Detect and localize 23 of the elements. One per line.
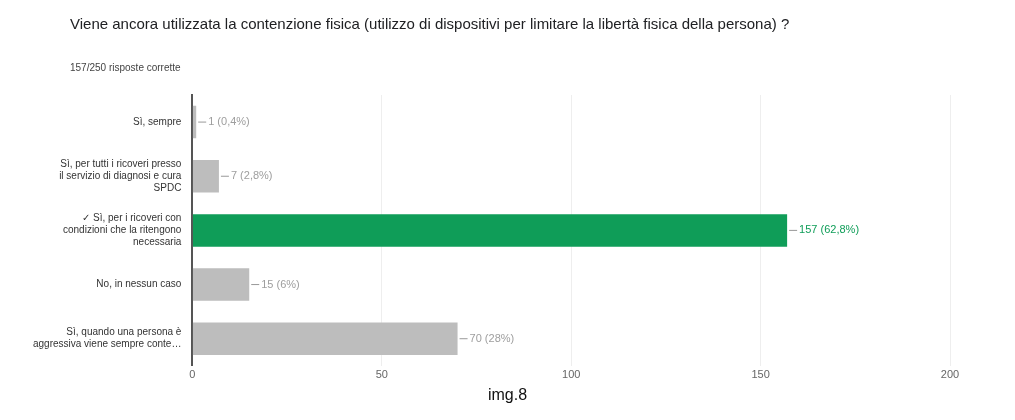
bar [192,268,250,301]
data-label: 70 (28%) [469,331,515,344]
x-tick-label: 150 [751,368,770,381]
data-label: 15 (6%) [261,277,300,290]
y-tick-label: Sì, per tutti i ricoveri presso il servizio di diagnosi e cura SPDC [59,157,182,193]
y-tick-label: No, in nessun caso [96,278,182,290]
bar [192,214,788,247]
bar [192,322,458,355]
y-tick-label: Sì, quando una persona è aggressiva viene sempre conte… [32,326,182,350]
text: img.8 [486,386,529,404]
data-label: 157 (62,8%) [799,223,860,236]
data-label: 1 (0,4%) [208,115,250,128]
x-tick-label: 50 [375,368,388,381]
y-tick-label: ✓ Sì, per i ricoveri con condizioni che la ritengono necessaria [62,212,182,248]
x-tick-label: 200 [940,368,960,381]
bar [192,159,219,193]
bar [192,105,197,139]
data-label: 7 (2,8%) [230,169,273,182]
x-tick-label: 0 [189,368,196,381]
y-tick-label: Sì, sempre [133,115,182,127]
x-tick-label: 100 [562,368,581,381]
chart-subtitle: 157/250 risposte corrette [70,62,181,73]
chart-title: Viene ancora utilizzata la contenzione fisica (utilizzo di dispositivi per limitare la libertà fisica della persona) ? [70,14,791,34]
